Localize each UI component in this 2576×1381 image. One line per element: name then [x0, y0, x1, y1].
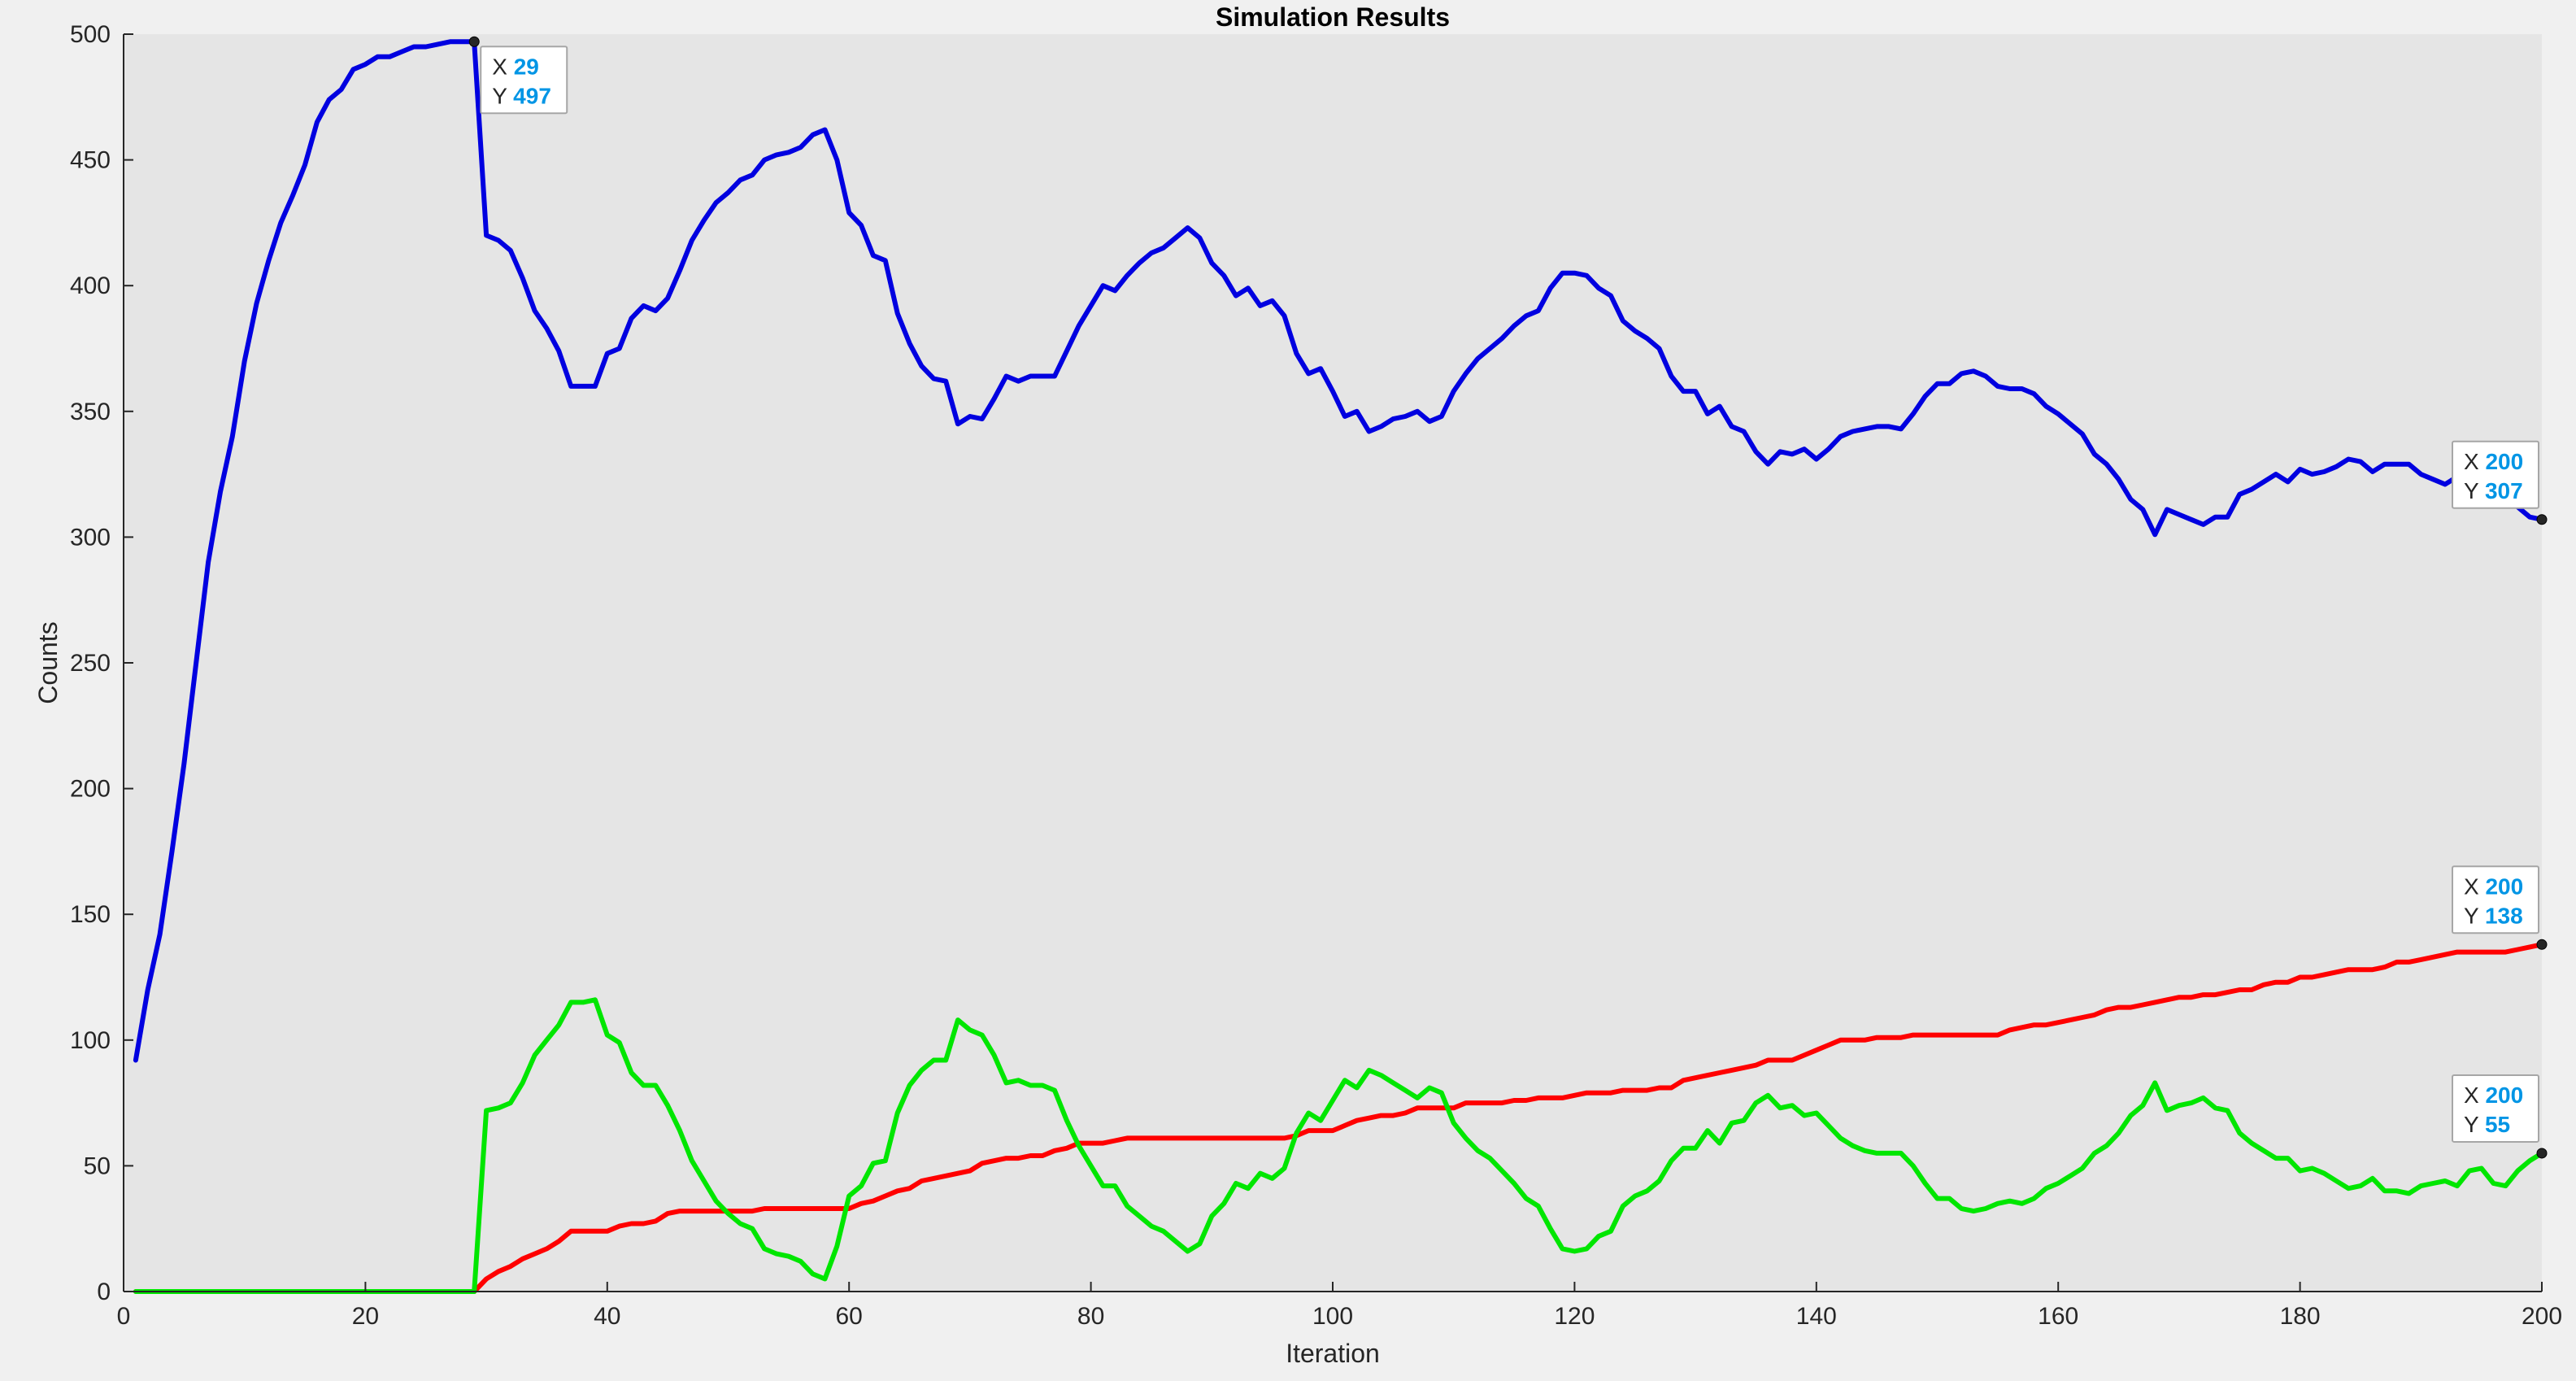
datatip: X 29Y 497 [468, 36, 568, 115]
x-tick-label: 140 [1796, 1303, 1837, 1330]
x-tick-label: 100 [1312, 1303, 1353, 1330]
datatip-y: Y 497 [492, 83, 551, 108]
datatip-y: Y 138 [2464, 903, 2523, 928]
datatip-y-key: Y [492, 83, 513, 108]
datatip-y-value: 55 [2485, 1112, 2510, 1137]
y-tick-label: 450 [70, 147, 111, 174]
datatip-x: X 200 [2464, 1083, 2523, 1108]
series-line-2 [133, 942, 2544, 1294]
x-tick-label: 180 [2280, 1303, 2321, 1330]
y-tick-label: 0 [97, 1279, 111, 1305]
y-tick-label: 250 [70, 650, 111, 677]
datatip-x: X 29 [492, 54, 539, 79]
datatip-y-key: Y [2464, 903, 2485, 928]
x-tick-label: 40 [594, 1303, 620, 1330]
x-axis-label: Iteration [1286, 1339, 1380, 1368]
datatip-box [2452, 440, 2539, 509]
datatip-x-key: X [2464, 449, 2485, 474]
y-tick-label: 100 [70, 1027, 111, 1054]
datatip-x-value: 200 [2485, 1083, 2523, 1108]
chart-title: Simulation Results [1216, 2, 1450, 32]
x-tick-label: 60 [836, 1303, 863, 1330]
series-line-3 [133, 997, 2544, 1294]
series-line-1 [133, 39, 2544, 1063]
y-tick-label: 200 [70, 776, 111, 803]
datatip-x-value: 29 [514, 54, 539, 79]
datatip-y: Y 307 [2464, 478, 2523, 503]
datatip-y-value: 307 [2485, 478, 2523, 503]
datatip-y: Y 55 [2464, 1112, 2510, 1137]
y-tick-label: 300 [70, 524, 111, 551]
datatip-y-value: 138 [2485, 903, 2523, 928]
y-tick-label: 150 [70, 901, 111, 928]
datatip-box [480, 46, 568, 115]
datatip-x: X 200 [2464, 873, 2523, 899]
datatip-x-key: X [492, 54, 513, 79]
datatip-x-key: X [2464, 873, 2485, 899]
datatip-y-value: 497 [513, 83, 551, 108]
datatip-marker [2536, 1148, 2548, 1159]
datatip-x-value: 200 [2485, 449, 2523, 474]
y-axis-label: Counts [33, 621, 63, 704]
datatip-marker [2536, 514, 2548, 525]
x-tick-label: 120 [1554, 1303, 1595, 1330]
x-tick-label: 0 [117, 1303, 131, 1330]
y-tick-label: 50 [84, 1152, 111, 1179]
x-tick-label: 20 [352, 1303, 379, 1330]
datatip-x-value: 200 [2485, 873, 2523, 899]
datatip-x: X 200 [2464, 449, 2523, 474]
y-tick-label: 400 [70, 272, 111, 299]
datatip-box [2452, 865, 2539, 934]
y-tick-label: 500 [70, 21, 111, 48]
y-tick-label: 350 [70, 399, 111, 425]
x-tick-label: 160 [2038, 1303, 2078, 1330]
datatip-y-key: Y [2464, 478, 2485, 503]
datatip-marker [468, 36, 480, 47]
x-tick-label: 80 [1077, 1303, 1104, 1330]
datatip-x-key: X [2464, 1083, 2485, 1108]
datatip-y-key: Y [2464, 1112, 2485, 1137]
series-layer [133, 39, 2544, 1294]
plot-area [124, 34, 2542, 1292]
axes-layer: 0 20 40 60 80 100 120 140 160 180 200 0 50 100 150 200 2… [70, 21, 2562, 1330]
datatip-marker [2536, 939, 2548, 950]
x-tick-label: 200 [2522, 1303, 2562, 1330]
datatip-box [2452, 1074, 2539, 1143]
